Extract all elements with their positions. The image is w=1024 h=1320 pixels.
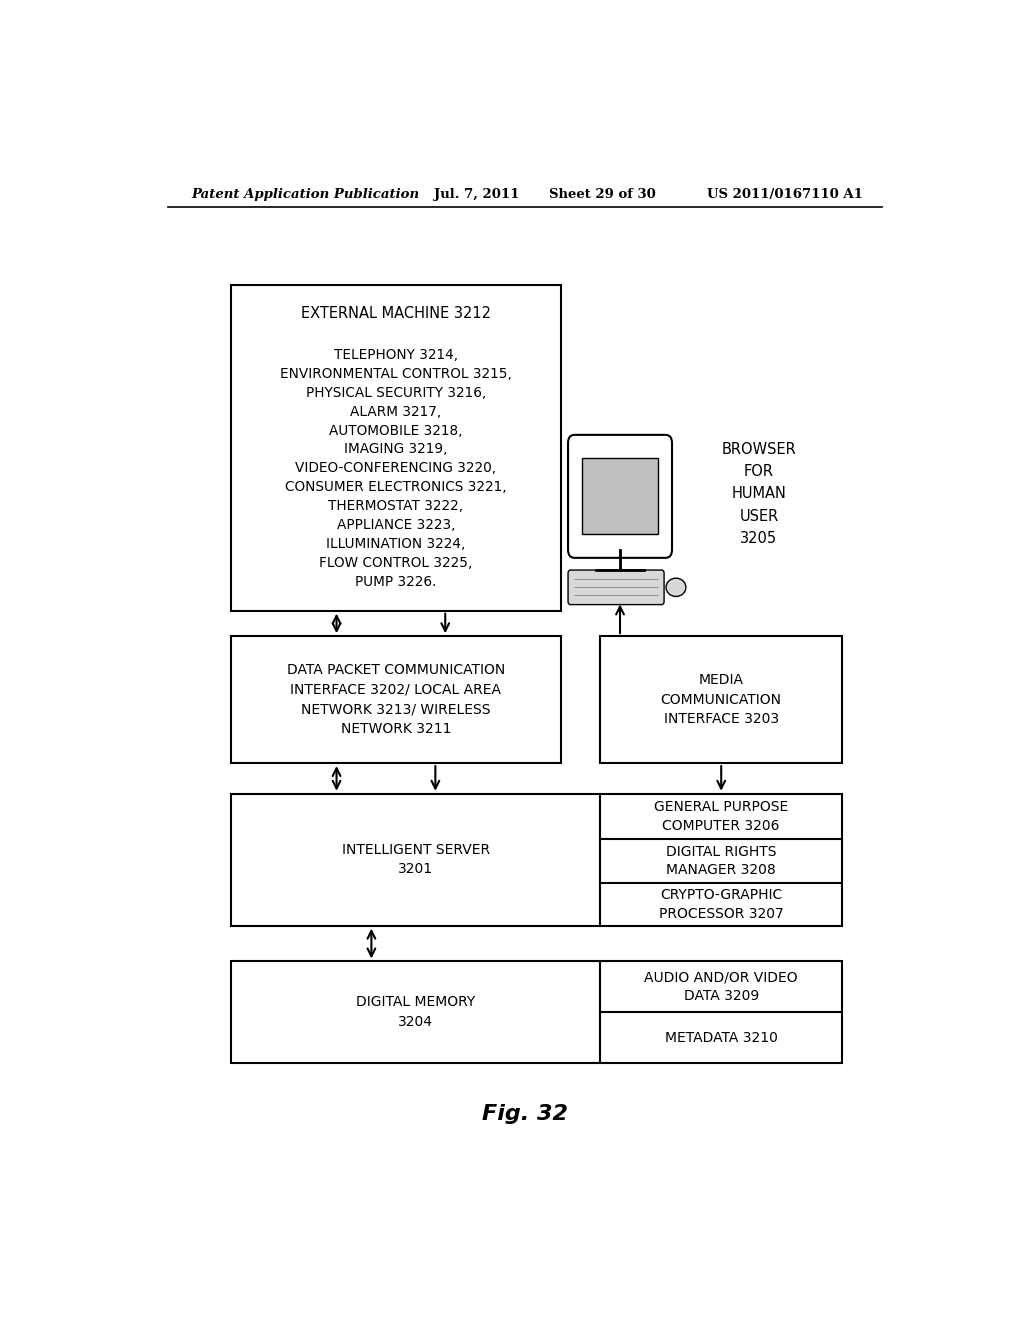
Text: TELEPHONY 3214,
ENVIRONMENTAL CONTROL 3215,
PHYSICAL SECURITY 3216,
ALARM 3217,
: TELEPHONY 3214, ENVIRONMENTAL CONTROL 32… bbox=[280, 347, 512, 589]
Bar bbox=[231, 636, 560, 763]
Bar bbox=[583, 458, 657, 535]
Text: DIGITAL RIGHTS
MANAGER 3208: DIGITAL RIGHTS MANAGER 3208 bbox=[666, 845, 776, 878]
Text: US 2011/0167110 A1: US 2011/0167110 A1 bbox=[708, 189, 863, 202]
FancyBboxPatch shape bbox=[568, 434, 672, 558]
Text: DIGITAL MEMORY
3204: DIGITAL MEMORY 3204 bbox=[356, 995, 475, 1028]
Text: Patent Application Publication: Patent Application Publication bbox=[191, 189, 420, 202]
Ellipse shape bbox=[666, 578, 686, 597]
Text: METADATA 3210: METADATA 3210 bbox=[665, 1031, 777, 1044]
Text: BROWSER
FOR
HUMAN
USER
3205: BROWSER FOR HUMAN USER 3205 bbox=[722, 442, 797, 545]
Text: Jul. 7, 2011: Jul. 7, 2011 bbox=[433, 189, 519, 202]
FancyBboxPatch shape bbox=[568, 570, 665, 605]
Bar bbox=[231, 285, 560, 611]
Text: Sheet 29 of 30: Sheet 29 of 30 bbox=[549, 189, 655, 202]
Text: INTELLIGENT SERVER
3201: INTELLIGENT SERVER 3201 bbox=[342, 843, 489, 876]
Text: EXTERNAL MACHINE 3212: EXTERNAL MACHINE 3212 bbox=[301, 306, 490, 321]
Text: GENERAL PURPOSE
COMPUTER 3206: GENERAL PURPOSE COMPUTER 3206 bbox=[654, 800, 788, 833]
Text: Fig. 32: Fig. 32 bbox=[482, 1104, 567, 1123]
Text: MEDIA
COMMUNICATION
INTERFACE 3203: MEDIA COMMUNICATION INTERFACE 3203 bbox=[660, 673, 781, 726]
Bar bbox=[231, 793, 842, 925]
Bar bbox=[600, 636, 842, 763]
Text: DATA PACKET COMMUNICATION
INTERFACE 3202/ LOCAL AREA
NETWORK 3213/ WIRELESS
NETW: DATA PACKET COMMUNICATION INTERFACE 3202… bbox=[287, 664, 505, 735]
Text: CRYPTO-GRAPHIC
PROCESSOR 3207: CRYPTO-GRAPHIC PROCESSOR 3207 bbox=[658, 888, 783, 920]
Bar bbox=[231, 961, 842, 1063]
Text: AUDIO AND/OR VIDEO
DATA 3209: AUDIO AND/OR VIDEO DATA 3209 bbox=[644, 970, 798, 1003]
